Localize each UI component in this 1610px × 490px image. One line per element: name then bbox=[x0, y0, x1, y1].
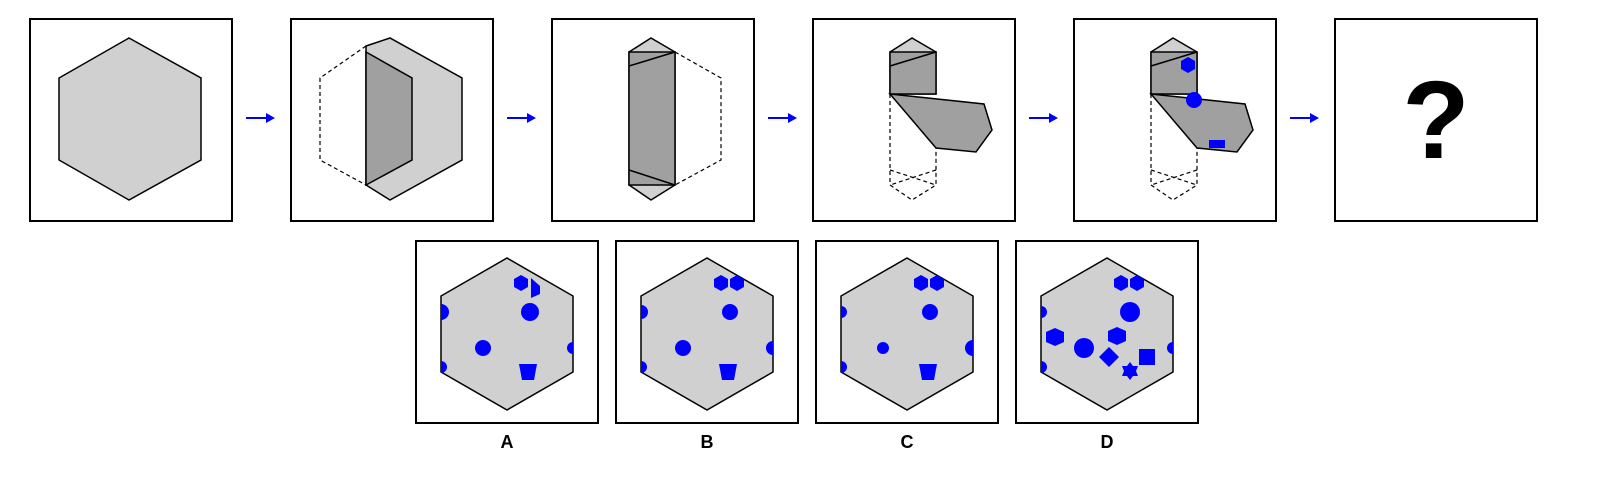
arrow-right-icon bbox=[246, 111, 276, 129]
option-a-label: A bbox=[500, 432, 514, 452]
step-3-panel bbox=[551, 18, 755, 222]
option-d-panel[interactable] bbox=[1015, 240, 1199, 424]
answer-panel: ? bbox=[1334, 18, 1538, 222]
arrow-right-icon bbox=[768, 111, 798, 129]
option-c-panel[interactable] bbox=[815, 240, 999, 424]
step-2-panel bbox=[290, 18, 494, 222]
option-a-figure bbox=[440, 257, 574, 411]
hexagon-paper bbox=[58, 37, 202, 201]
question-mark: ? bbox=[1402, 58, 1470, 182]
option-d-label: D bbox=[1100, 432, 1114, 452]
option-b-label: B bbox=[700, 432, 714, 452]
punched-fold bbox=[1149, 37, 1254, 201]
arrow-right-icon bbox=[1029, 111, 1059, 129]
option-b-figure bbox=[640, 257, 774, 411]
option-c-figure bbox=[840, 257, 974, 411]
circle-hole bbox=[1186, 92, 1202, 108]
arrow-right-icon bbox=[1290, 111, 1320, 129]
hexagon-hole bbox=[1181, 57, 1195, 73]
fold-step-3 bbox=[888, 37, 993, 201]
option-c-label: C bbox=[900, 432, 914, 452]
option-d-figure bbox=[1040, 257, 1174, 411]
rectangle-hole bbox=[1209, 140, 1225, 148]
step-1-panel bbox=[29, 18, 233, 222]
fold-step-2 bbox=[628, 37, 722, 201]
option-a-panel[interactable] bbox=[415, 240, 599, 424]
step-5-panel bbox=[1073, 18, 1277, 222]
arrow-right-icon bbox=[507, 111, 537, 129]
step-4-panel bbox=[812, 18, 1016, 222]
option-b-panel[interactable] bbox=[615, 240, 799, 424]
fold-step-1 bbox=[319, 37, 463, 201]
